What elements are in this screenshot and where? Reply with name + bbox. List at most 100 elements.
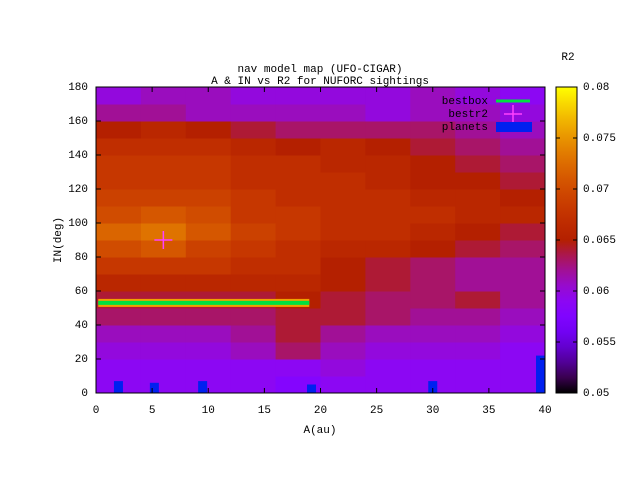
heatmap-cell — [185, 206, 232, 224]
heatmap-cell — [365, 325, 411, 343]
heatmap-cell — [275, 87, 321, 105]
heatmap-cell — [230, 240, 277, 258]
heatmap-cell — [140, 172, 187, 190]
heatmap-cell — [455, 172, 501, 190]
heatmap-cell — [365, 257, 411, 275]
heatmap-cell — [320, 376, 366, 393]
heatmap-cell — [320, 138, 366, 156]
heatmap-cell — [500, 274, 545, 292]
heatmap-cell — [140, 138, 187, 156]
heatmap-cell — [275, 121, 321, 139]
heatmap-cell — [455, 325, 501, 343]
heatmap-cell — [230, 138, 277, 156]
legend-label: bestbox — [442, 96, 489, 108]
heatmap-cell — [365, 308, 411, 326]
heatmap-cell — [455, 104, 501, 122]
heatmap-cell — [455, 274, 501, 292]
heatmap-cell — [455, 240, 501, 258]
y-tick-label: 60 — [75, 286, 88, 298]
heatmap-cell — [410, 155, 456, 173]
heatmap-cell — [500, 325, 545, 343]
heatmap-cell — [410, 104, 456, 122]
heatmap-cell — [500, 376, 545, 393]
heatmap-cell — [455, 138, 501, 156]
heatmap-cell — [185, 104, 232, 122]
heatmap-cell — [500, 206, 545, 224]
legend-swatch — [504, 105, 522, 123]
y-tick-label: 20 — [75, 354, 88, 366]
heatmap-cell — [140, 206, 187, 224]
heatmap — [96, 87, 545, 393]
legend-label: planets — [442, 122, 488, 134]
heatmap-cell — [320, 155, 366, 173]
heatmap-cell — [500, 359, 545, 377]
y-tick-label: 180 — [68, 82, 88, 94]
x-tick-label: 10 — [202, 405, 215, 417]
heatmap-cell — [410, 240, 456, 258]
heatmap-cell — [500, 342, 545, 360]
heatmap-cell — [365, 223, 411, 241]
heatmap-cell — [320, 274, 366, 292]
heatmap-cell — [410, 291, 456, 309]
colorbar-tick-label: 0.05 — [583, 388, 609, 400]
heatmap-cell — [365, 104, 411, 122]
heatmap-cell — [320, 359, 366, 377]
heatmap-cell — [140, 104, 187, 122]
heatmap-cell — [320, 308, 366, 326]
heatmap-cell — [96, 138, 142, 156]
heatmap-cell — [500, 308, 545, 326]
heatmap-cell — [96, 189, 142, 207]
heatmap-cell — [140, 325, 187, 343]
heatmap-cell — [500, 240, 545, 258]
heatmap-cell — [230, 308, 277, 326]
heatmap-cell — [230, 274, 277, 292]
heatmap-cell — [230, 376, 277, 393]
heatmap-cell — [365, 155, 411, 173]
heatmap-cell — [275, 155, 321, 173]
heatmap-cell — [140, 359, 187, 377]
heatmap-cell — [410, 359, 456, 377]
heatmap-cell — [96, 172, 142, 190]
y-axis-label: IN(deg) — [53, 217, 65, 263]
heatmap-cell — [96, 87, 142, 105]
heatmap-cell — [185, 359, 232, 377]
x-tick-label: 25 — [370, 405, 383, 417]
heatmap-cell — [455, 376, 501, 393]
y-tick-label: 100 — [68, 218, 88, 230]
heatmap-cell — [455, 155, 501, 173]
heatmap-cell — [185, 87, 232, 105]
heatmap-cell — [96, 274, 142, 292]
heatmap-cell — [230, 172, 277, 190]
heatmap-cell — [365, 206, 411, 224]
colorbar-tick-label: 0.06 — [583, 286, 609, 298]
heatmap-cell — [320, 257, 366, 275]
heatmap-cell — [185, 342, 232, 360]
x-tick-label: 0 — [93, 405, 100, 417]
heatmap-cell — [410, 172, 456, 190]
heatmap-cell — [275, 342, 321, 360]
heatmap-cell — [96, 155, 142, 173]
heatmap-cell — [455, 189, 501, 207]
x-tick-label: 20 — [314, 405, 327, 417]
planet-box — [428, 381, 438, 393]
heatmap-cell — [230, 359, 277, 377]
heatmap-cell — [230, 121, 277, 139]
heatmap-cell — [410, 121, 456, 139]
heatmap-cell — [185, 240, 232, 258]
heatmap-cell — [185, 121, 232, 139]
heatmap-cell — [96, 257, 142, 275]
heatmap-cell — [365, 138, 411, 156]
planet-box — [536, 355, 546, 393]
bestr2-point — [154, 231, 173, 249]
heatmap-cell — [230, 342, 277, 360]
colorbar-tick-label: 0.07 — [583, 184, 609, 196]
heatmap-cell — [455, 206, 501, 224]
heatmap-cell — [320, 121, 366, 139]
heatmap-cell — [185, 138, 232, 156]
heatmap-cell — [410, 342, 456, 360]
heatmap-cell — [275, 138, 321, 156]
heatmap-cell — [140, 189, 187, 207]
heatmap-cell — [500, 104, 545, 122]
heatmap-cell — [230, 189, 277, 207]
planet-box — [307, 384, 317, 393]
